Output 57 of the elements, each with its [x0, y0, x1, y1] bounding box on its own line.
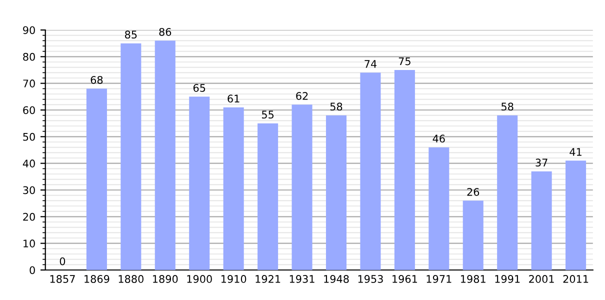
x-tick-label: 1953 [358, 275, 383, 283]
y-tick-label: 50 [23, 132, 35, 141]
y-tick-label: 40 [22, 160, 35, 168]
bar [428, 147, 450, 270]
x-tick-label: 1931 [290, 275, 314, 283]
x-tick-label: 2011 [563, 275, 588, 283]
y-tick-label: 60 [23, 106, 35, 114]
bar [531, 171, 552, 270]
data-label: 41 [570, 148, 582, 156]
bar [223, 107, 244, 270]
data-label: 86 [159, 28, 172, 36]
data-label: 26 [467, 188, 480, 196]
data-label: 75 [398, 57, 410, 66]
y-tick-label: 80 [23, 52, 35, 61]
bar [360, 72, 381, 270]
data-label: 0 [60, 257, 66, 266]
x-tick-label: 1857 [50, 275, 75, 283]
bar [154, 40, 176, 270]
y-tick-label: 0 [30, 266, 35, 274]
bar [394, 70, 415, 270]
data-label: 85 [125, 30, 137, 39]
bar [86, 88, 107, 270]
x-tick-label: 2001 [529, 275, 554, 283]
data-label: 74 [364, 60, 377, 68]
x-tick-label: 1910 [221, 275, 246, 283]
data-label: 62 [296, 92, 308, 100]
bar [258, 123, 278, 270]
data-label: 46 [432, 134, 445, 143]
y-tick-label: 70 [23, 80, 35, 88]
x-tick-label: 1991 [495, 275, 520, 283]
data-label: 37 [536, 158, 548, 167]
x-tick-label: 1961 [392, 275, 417, 283]
y-tick-label: 10 [24, 240, 35, 248]
bar [292, 104, 312, 270]
bar [462, 200, 484, 270]
data-label: 61 [228, 94, 240, 103]
data-label: 65 [193, 84, 206, 92]
x-tick-label: 1880 [118, 275, 144, 283]
y-tick-label: 20 [23, 212, 35, 221]
x-tick-label: 1921 [256, 275, 280, 283]
data-label: 58 [330, 102, 342, 111]
y-tick-label: 30 [23, 186, 35, 194]
x-tick-label: 1981 [461, 275, 486, 283]
data-label: 58 [502, 102, 514, 111]
y-tick-label: 90 [23, 26, 35, 34]
x-tick-label: 1971 [426, 275, 452, 283]
x-tick-label: 1869 [84, 275, 110, 283]
bar [120, 43, 142, 270]
bar [566, 160, 586, 270]
data-label: 68 [90, 76, 103, 84]
bar [326, 115, 347, 270]
bar [497, 115, 518, 270]
x-tick-label: 1890 [153, 275, 178, 283]
x-tick-label: 1900 [187, 275, 212, 283]
x-tick-label: 1948 [324, 275, 349, 283]
bar [189, 96, 210, 270]
data-label: 55 [262, 110, 274, 119]
